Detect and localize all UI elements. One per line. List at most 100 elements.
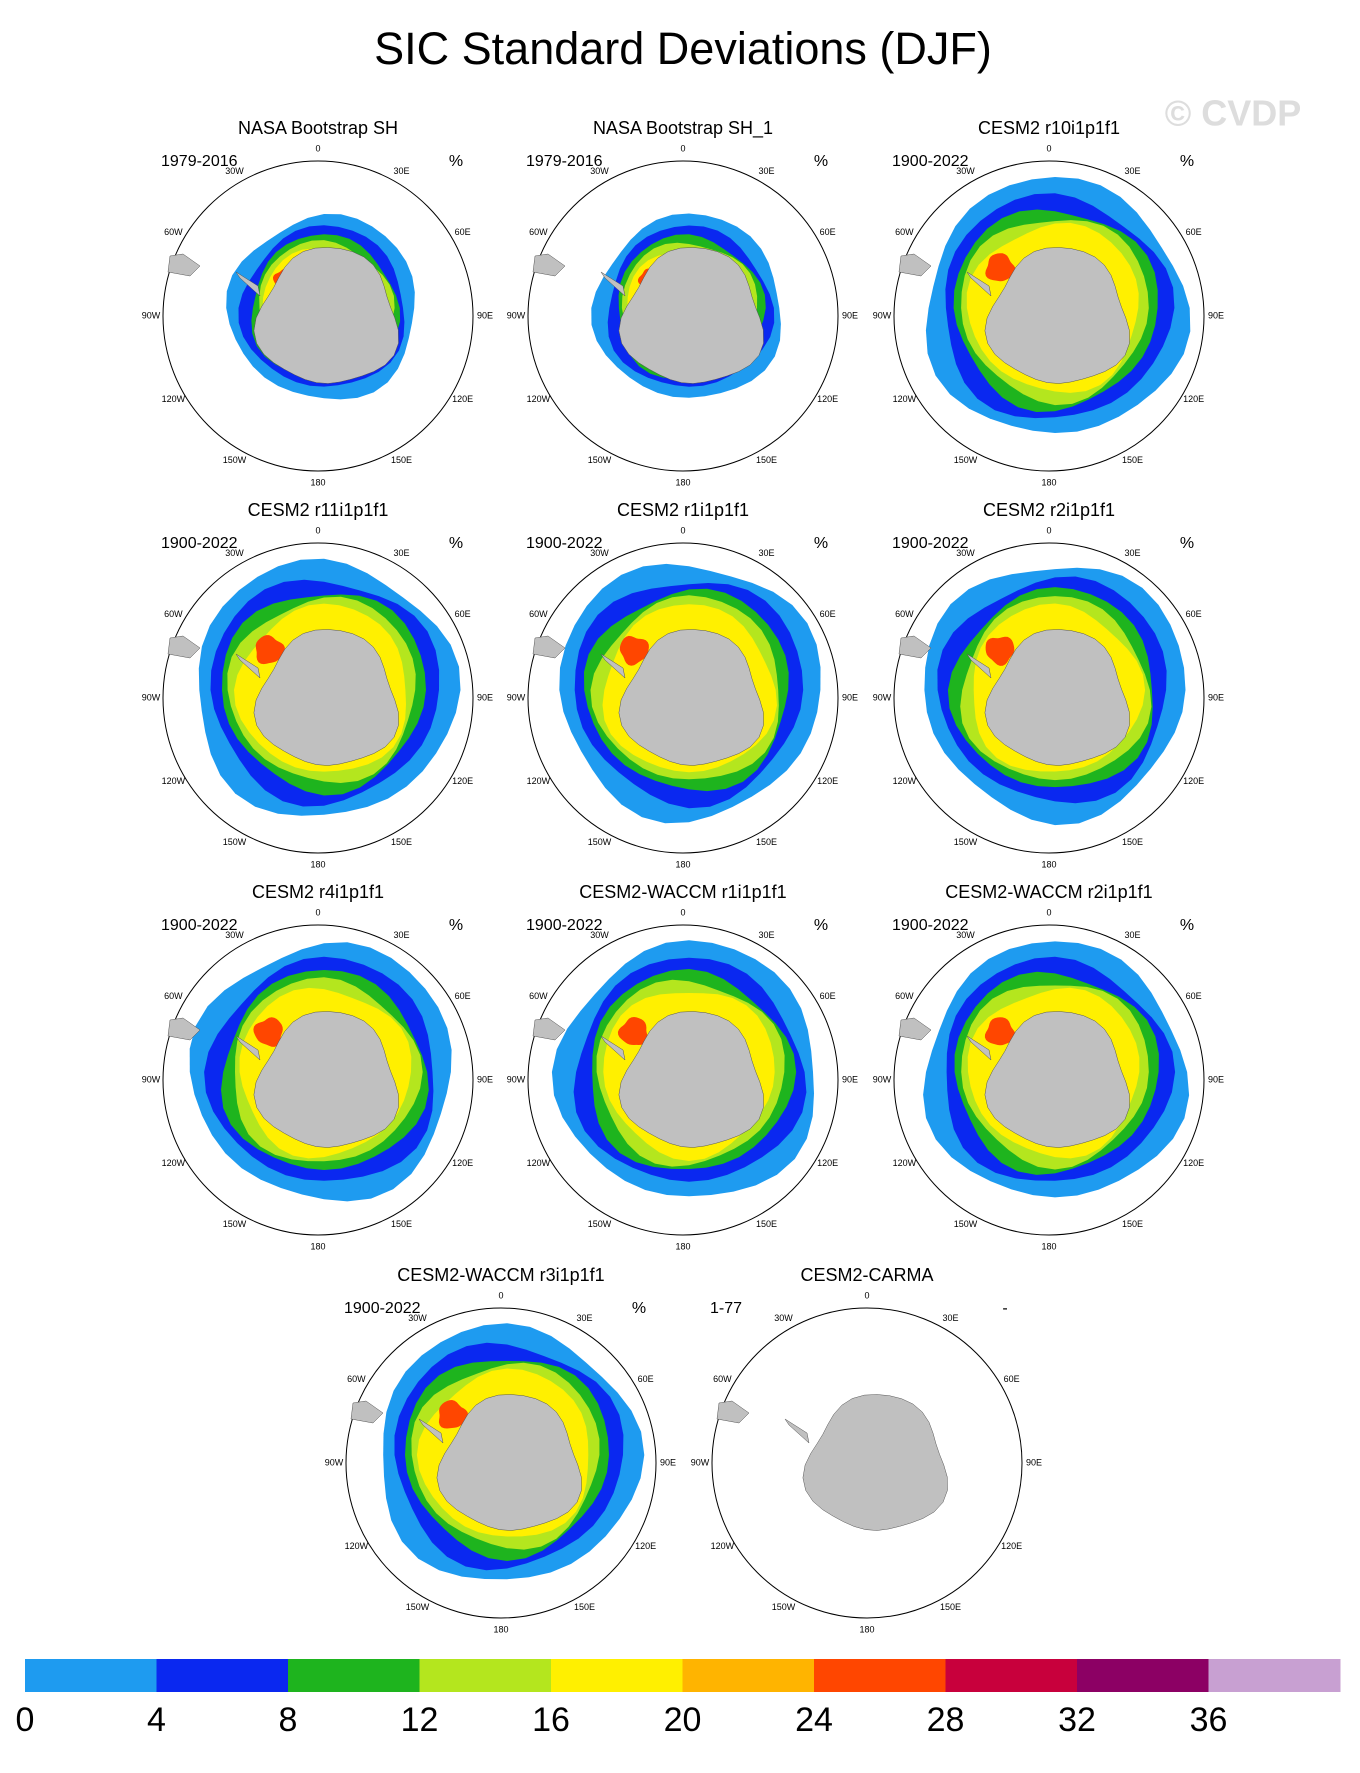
longitude-label: 30W [225, 548, 244, 558]
colorbar-box [814, 1659, 946, 1692]
longitude-label: 0 [864, 1290, 869, 1300]
longitude-label: 150W [954, 455, 978, 465]
antarctic-peninsula [600, 271, 626, 297]
longitude-label: 60E [455, 609, 471, 619]
ice-field [617, 1017, 648, 1045]
panel-title: NASA Bootstrap SH_1 [593, 118, 773, 139]
panel-units: % [1180, 535, 1194, 552]
map-panel: CESM2 r2i1p1f1 1900-2022 % 0 30E 60E 90E 120E 15… [873, 500, 1224, 870]
colorbar-box [1077, 1659, 1209, 1692]
longitude-label: 0 [315, 907, 320, 917]
longitude-label: 120E [452, 776, 473, 786]
longitude-label: 90W [507, 310, 526, 320]
longitude-label: 90W [873, 310, 892, 320]
longitude-label: 150W [223, 455, 247, 465]
longitude-label: 180 [859, 1624, 874, 1634]
panel-units: % [449, 535, 463, 552]
map-boundary [162, 160, 474, 472]
colorbar-tick-label: 8 [279, 1701, 298, 1739]
longitude-label: 150W [588, 837, 612, 847]
antarctica [618, 629, 764, 766]
longitude-label: 30E [1124, 166, 1140, 176]
panel-period: 1900-2022 [892, 535, 969, 552]
longitude-label: 90W [873, 692, 892, 702]
longitude-label: 30W [590, 930, 609, 940]
longitude-label: 120W [527, 776, 551, 786]
longitude-label: 180 [310, 1241, 325, 1251]
south-america [532, 635, 566, 659]
map-boundary [527, 160, 839, 472]
longitude-label: 150W [772, 1602, 796, 1612]
longitude-label: 60E [820, 227, 836, 237]
longitude-label: 120E [1001, 1541, 1022, 1551]
longitude-label: 0 [680, 907, 685, 917]
longitude-label: 30W [956, 930, 975, 940]
longitude-label: 150E [391, 455, 412, 465]
ice-field [985, 253, 1016, 282]
south-america [350, 1400, 384, 1424]
south-america [167, 635, 201, 659]
longitude-label: 60E [1186, 609, 1202, 619]
panel-period: 1900-2022 [892, 917, 969, 934]
longitude-label: 30E [576, 1313, 592, 1323]
longitude-label: 60E [1186, 991, 1202, 1001]
longitude-label: 30E [1124, 548, 1140, 558]
longitude-label: 150W [223, 1219, 247, 1229]
map-boundary [162, 924, 474, 1236]
colorbar-tick-label: 16 [532, 1701, 570, 1739]
panel-period: 1900-2022 [892, 153, 969, 170]
longitude-label: 150E [574, 1602, 595, 1612]
longitude-label: 90W [142, 692, 161, 702]
figure-title: SIC Standard Deviations (DJF) [374, 23, 992, 74]
longitude-label: 90E [660, 1457, 676, 1467]
antarctic-peninsula [966, 653, 992, 679]
longitude-label: 30E [393, 166, 409, 176]
longitude-label: 120W [162, 776, 186, 786]
map-panel: CESM2-WACCM r2i1p1f1 1900-2022 % 0 30E 60E 90E… [873, 882, 1224, 1252]
longitude-label: 180 [493, 1624, 508, 1634]
longitude-label: 150E [391, 1219, 412, 1229]
longitude-label: 180 [675, 859, 690, 869]
longitude-label: 0 [680, 525, 685, 535]
map-boundary [893, 924, 1205, 1236]
colorbar-box [25, 1659, 157, 1692]
colorbar-box [1208, 1659, 1341, 1692]
panel-title: CESM2 r4i1p1f1 [252, 882, 384, 902]
longitude-label: 60W [895, 227, 914, 237]
south-america [167, 253, 201, 277]
antarctica [253, 247, 399, 384]
panel-title: CESM2 r11i1p1f1 [248, 500, 389, 520]
longitude-label: 90E [1208, 1074, 1224, 1084]
antarctica [618, 247, 764, 384]
longitude-label: 0 [1046, 143, 1051, 153]
longitude-label: 180 [310, 859, 325, 869]
map-panel: CESM2-WACCM r3i1p1f1 1900-2022 % 0 30E 60E 90E… [325, 1265, 676, 1635]
panel-title: CESM2-WACCM r1i1p1f1 [579, 882, 786, 902]
longitude-label: 0 [1046, 907, 1051, 917]
longitude-label: 30W [774, 1313, 793, 1323]
longitude-label: 60W [529, 991, 548, 1001]
longitude-label: 60W [164, 227, 183, 237]
map-panel: CESM2 r10i1p1f1 1900-2022 % 0 30E 60E 90E 120E 1… [873, 118, 1224, 488]
longitude-label: 0 [315, 143, 320, 153]
panel-units: % [814, 153, 828, 170]
ice-field [255, 635, 285, 665]
antarctica [984, 629, 1130, 766]
antarctica [984, 1011, 1130, 1148]
south-america [167, 1017, 201, 1041]
longitude-label: 30E [1124, 930, 1140, 940]
longitude-label: 60W [164, 991, 183, 1001]
longitude-label: 30E [942, 1313, 958, 1323]
longitude-label: 150E [756, 1219, 777, 1229]
map-panel: CESM2 r1i1p1f1 1900-2022 % 0 30E 60E 90E 120E 15… [507, 500, 858, 870]
colorbar-tick-label: 0 [16, 1701, 35, 1739]
ice-field [985, 636, 1015, 666]
map-panel: CESM2-WACCM r1i1p1f1 1900-2022 % 0 30E 60E 90E… [507, 882, 858, 1252]
longitude-label: 90E [477, 310, 493, 320]
antarctic-peninsula [600, 653, 626, 679]
antarctica [618, 1011, 764, 1148]
panel-period: 1900-2022 [344, 1300, 421, 1317]
antarctic-peninsula [784, 1418, 810, 1444]
